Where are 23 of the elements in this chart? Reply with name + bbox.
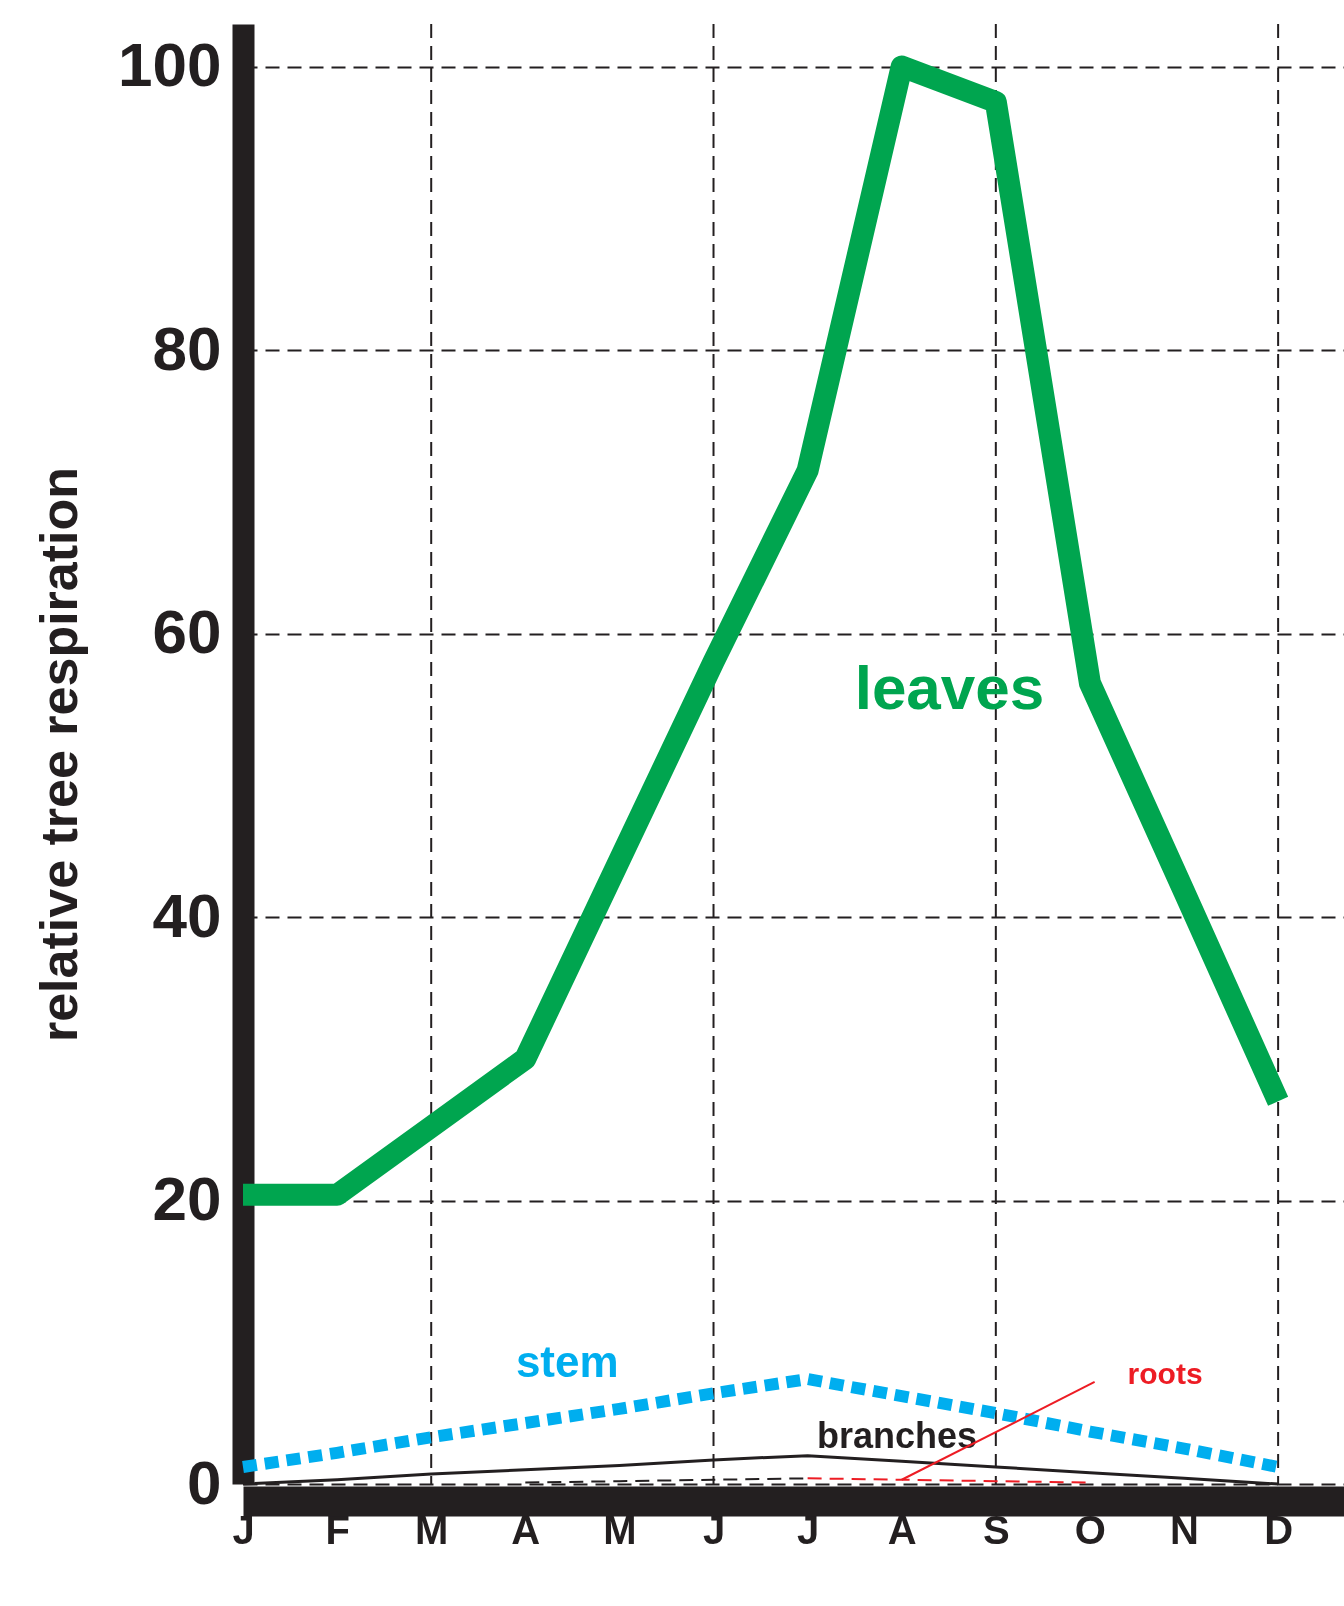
x-tick-label: A [511,1507,541,1552]
x-tick-label: D [1264,1507,1294,1552]
y-tick-label: 80 [152,313,222,383]
x-tick-label: J [796,1507,820,1552]
series-label: stem [515,1336,619,1386]
x-tick-label: J [702,1507,726,1552]
x-tick-label: N [1170,1507,1199,1552]
y-tick-label: 100 [118,30,222,100]
y-tick-label: 0 [187,1447,222,1517]
x-tick-label: F [325,1507,350,1552]
x-tick-label: A [887,1507,917,1552]
text: roots [1127,1356,1203,1390]
y-tick-label: 60 [152,597,222,667]
x-tick-label: M [603,1507,637,1552]
x-tick-label: M [415,1507,449,1552]
y-axis-title: relative tree respiration [30,466,89,1043]
y-tick-label: 20 [152,1164,222,1233]
x-tick-label: J [232,1507,255,1552]
x-tick-label: O [1074,1507,1106,1552]
y-tick-label: 40 [152,880,222,950]
x-tick-label: S [982,1507,1010,1552]
series-label: leaves [854,653,1045,723]
series-label: branches [817,1415,978,1457]
